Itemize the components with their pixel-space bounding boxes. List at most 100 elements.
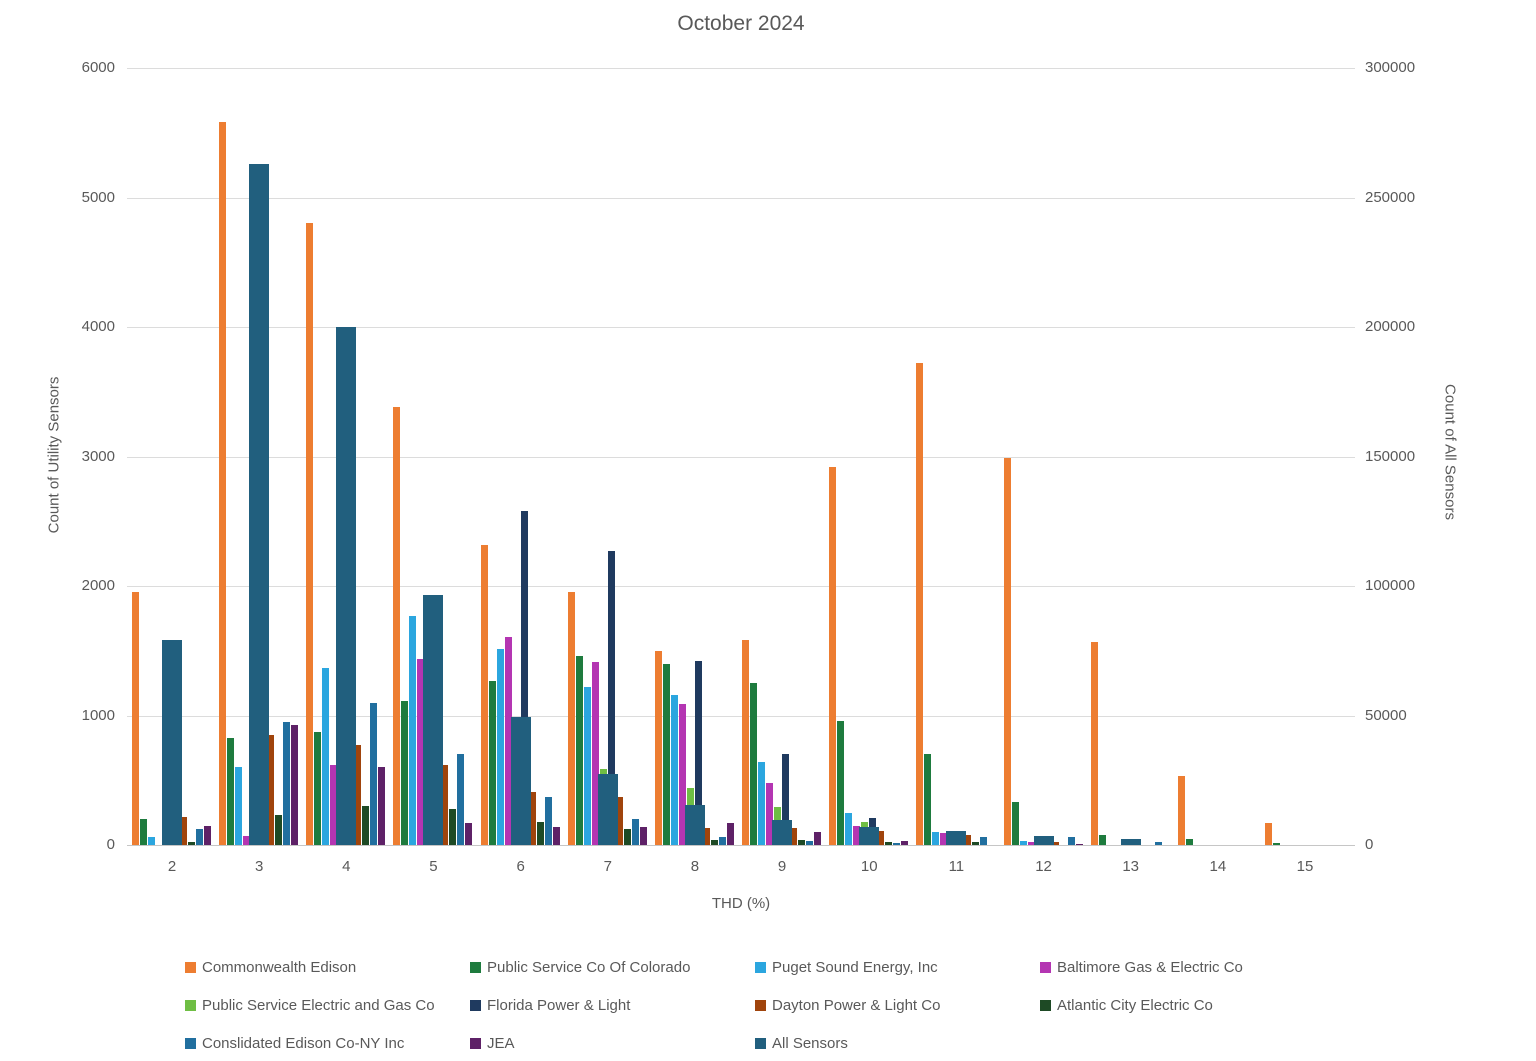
bar-dayton-power-light-co bbox=[180, 817, 187, 845]
y-axis-right-tick: 0 bbox=[1365, 836, 1374, 853]
bar-jea bbox=[204, 826, 211, 845]
x-axis-title: THD (%) bbox=[711, 895, 771, 912]
bar-atlantic-city-electric-co bbox=[536, 822, 544, 845]
bar-puget-sound-energy-inc bbox=[932, 832, 940, 845]
legend-item-public-service-co-of-colorado: Public Service Co Of Colorado bbox=[470, 959, 755, 976]
plot-area bbox=[127, 68, 1355, 846]
x-axis-tick: 7 bbox=[603, 858, 612, 875]
bar-commonwealth-edison bbox=[219, 122, 227, 845]
x-axis-tick: 2 bbox=[167, 858, 177, 875]
y-axis-right-tick: 150000 bbox=[1365, 447, 1416, 465]
bar-conslidated-edison-co-ny-inc bbox=[980, 837, 988, 845]
bar-baltimore-gas-electric-co bbox=[243, 836, 251, 845]
bar-dayton-power-light-co bbox=[877, 831, 885, 845]
bar-conslidated-edison-co-ny-inc bbox=[1067, 837, 1075, 845]
bar-all-sensors bbox=[336, 327, 357, 845]
y-axis-left-tick: 3000 bbox=[81, 447, 115, 465]
x-axis-tick: 9 bbox=[777, 858, 787, 875]
y-axis-left-tick: 4000 bbox=[81, 318, 115, 335]
y-axis-right-title: Count of All Sensors bbox=[1441, 384, 1459, 520]
legend-label: Conslidated Edison Co-NY Inc bbox=[202, 1034, 405, 1052]
bar-conslidated-edison-co-ny-inc bbox=[631, 819, 639, 845]
bar-public-service-co-of-colorado bbox=[227, 738, 235, 845]
bar-puget-sound-energy-inc bbox=[235, 767, 243, 845]
chart-title: October 2024 bbox=[677, 12, 805, 35]
bar-atlantic-city-electric-co bbox=[362, 806, 370, 845]
legend-item-atlantic-city-electric-co: Atlantic City Electric Co bbox=[1040, 997, 1325, 1014]
legend-item-public-service-electric-and-gas-co: Public Service Electric and Gas Co bbox=[185, 997, 470, 1014]
bar-commonwealth-edison bbox=[1177, 776, 1185, 845]
bar-public-service-co-of-colorado bbox=[1098, 835, 1106, 845]
bar-all-sensors bbox=[423, 595, 444, 845]
legend-swatch bbox=[755, 961, 766, 973]
bar-baltimore-gas-electric-co bbox=[417, 659, 425, 845]
bar-all-sensors bbox=[772, 820, 793, 845]
legend-label: Commonwealth Edison bbox=[202, 958, 357, 976]
gridline bbox=[127, 715, 1355, 717]
x-axis-tick: 13 bbox=[1122, 858, 1140, 875]
y-axis-right-tick: 250000 bbox=[1365, 188, 1416, 206]
legend-swatch bbox=[755, 1037, 766, 1049]
bar-baltimore-gas-electric-co bbox=[853, 826, 861, 845]
bar-baltimore-gas-electric-co bbox=[591, 662, 599, 845]
legend-item-conslidated-edison-co-ny-inc: Conslidated Edison Co-NY Inc bbox=[185, 1035, 470, 1052]
legend-item-dayton-power-light-co: Dayton Power & Light Co bbox=[755, 997, 1040, 1014]
bar-dayton-power-light-co bbox=[354, 745, 362, 845]
bar-commonwealth-edison bbox=[306, 223, 314, 845]
bar-public-service-co-of-colorado bbox=[575, 656, 583, 845]
y-axis-right-tick: 50000 bbox=[1365, 706, 1407, 724]
legend-swatch bbox=[470, 1037, 481, 1049]
bar-public-service-co-of-colorado bbox=[314, 732, 322, 845]
legend-item-baltimore-gas-electric-co: Baltimore Gas & Electric Co bbox=[1040, 959, 1325, 976]
legend-swatch bbox=[1040, 961, 1051, 973]
bar-atlantic-city-electric-co bbox=[972, 842, 980, 845]
legend-item-all-sensors: All Sensors bbox=[755, 1035, 1040, 1052]
legend-item-puget-sound-energy-inc: Puget Sound Energy, Inc bbox=[755, 959, 1040, 976]
bar-dayton-power-light-co bbox=[267, 735, 275, 845]
bar-atlantic-city-electric-co bbox=[188, 842, 195, 845]
bar-conslidated-edison-co-ny-inc bbox=[283, 722, 291, 845]
bar-puget-sound-energy-inc bbox=[845, 813, 853, 845]
bar-atlantic-city-electric-co bbox=[798, 840, 806, 845]
bar-jea bbox=[465, 823, 473, 845]
bar-conslidated-edison-co-ny-inc bbox=[718, 837, 726, 845]
bar-dayton-power-light-co bbox=[615, 797, 623, 845]
y-axis-right-tick: 300000 bbox=[1365, 59, 1416, 76]
gridline bbox=[127, 456, 1355, 458]
bar-baltimore-gas-electric-co bbox=[1027, 842, 1035, 845]
bar-commonwealth-edison bbox=[829, 467, 837, 845]
bar-commonwealth-edison bbox=[1003, 458, 1011, 845]
gridline bbox=[127, 586, 1355, 587]
bar-jea bbox=[291, 725, 299, 845]
legend-label: Public Service Co Of Colorado bbox=[487, 958, 691, 976]
bar-jea bbox=[552, 827, 560, 845]
x-axis-tick: 8 bbox=[690, 858, 700, 875]
bar-puget-sound-energy-inc bbox=[322, 668, 330, 845]
bar-all-sensors bbox=[859, 827, 880, 845]
bar-dayton-power-light-co bbox=[528, 792, 536, 845]
bar-conslidated-edison-co-ny-inc bbox=[457, 754, 465, 845]
x-axis-tick: 10 bbox=[860, 858, 878, 875]
bar-conslidated-edison-co-ny-inc bbox=[370, 703, 378, 845]
bar-dayton-power-light-co bbox=[1051, 842, 1059, 845]
bar-public-service-co-of-colorado bbox=[750, 683, 758, 845]
bar-atlantic-city-electric-co bbox=[710, 840, 718, 845]
bar-commonwealth-edison bbox=[654, 651, 662, 845]
bar-all-sensors bbox=[597, 774, 618, 845]
bar-baltimore-gas-electric-co bbox=[940, 833, 948, 845]
bar-all-sensors bbox=[684, 805, 705, 845]
y-axis-left-tick: 1000 bbox=[81, 706, 115, 724]
bar-baltimore-gas-electric-co bbox=[678, 704, 686, 845]
legend-swatch bbox=[185, 961, 196, 973]
bar-all-sensors bbox=[1120, 839, 1141, 845]
bar-conslidated-edison-co-ny-inc bbox=[196, 829, 203, 845]
y-axis-right-tick: 100000 bbox=[1365, 577, 1416, 594]
bar-baltimore-gas-electric-co bbox=[766, 783, 774, 845]
bar-florida-power-light bbox=[694, 661, 702, 845]
bar-jea bbox=[1075, 844, 1083, 845]
legend-label: Puget Sound Energy, Inc bbox=[772, 958, 938, 976]
bar-commonwealth-edison bbox=[742, 640, 750, 845]
x-axis-tick: 12 bbox=[1035, 858, 1052, 875]
bar-public-service-co-of-colorado bbox=[1011, 802, 1019, 845]
bar-public-service-co-of-colorado bbox=[837, 721, 845, 845]
